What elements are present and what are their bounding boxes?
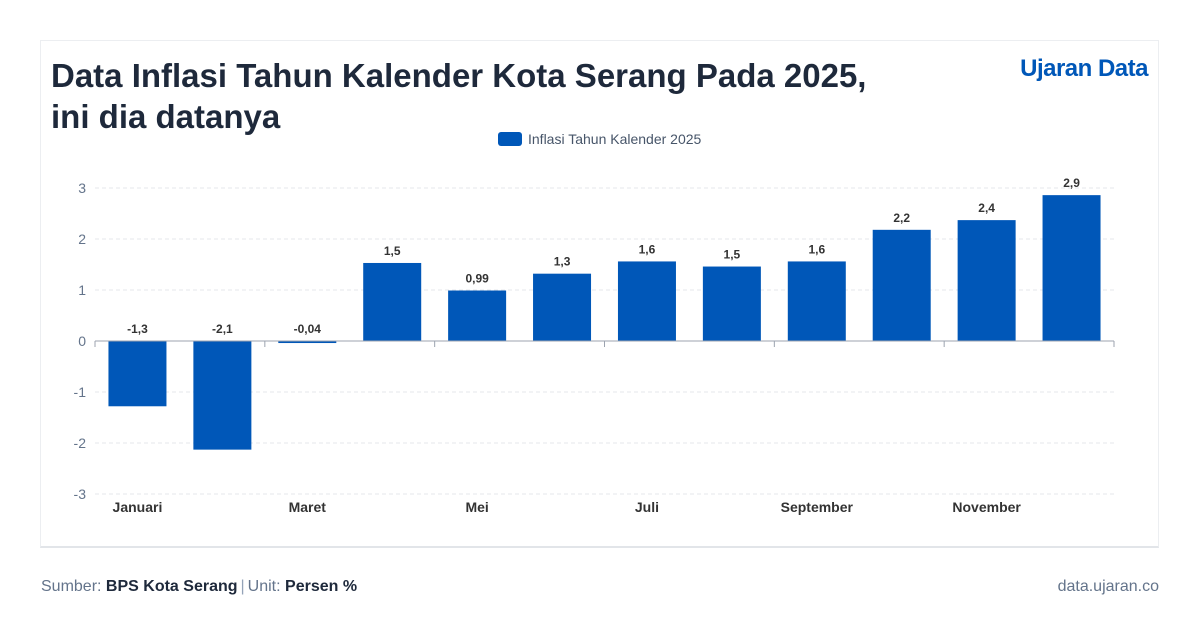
site-link[interactable]: data.ujaran.co (1057, 578, 1159, 595)
data-label: 1,6 (808, 242, 825, 256)
bar (363, 262, 422, 341)
x-tick-label: Mei (465, 499, 488, 515)
x-tick-label: November (952, 499, 1021, 515)
legend[interactable]: Inflasi Tahun Kalender 2025 (498, 131, 701, 147)
data-label: 2,4 (978, 201, 995, 215)
bar (872, 229, 931, 341)
bar (702, 266, 761, 341)
footer-source: Sumber: BPS Kota Serang | Unit: Persen % (41, 578, 357, 596)
x-tick-label: Januari (113, 499, 163, 515)
bar (957, 220, 1016, 341)
bar (617, 261, 676, 341)
source-value: BPS Kota Serang (105, 578, 238, 595)
bar (108, 341, 167, 407)
data-label: 0,99 (465, 272, 489, 286)
y-tick-label: 3 (78, 180, 86, 196)
legend-swatch (498, 132, 522, 146)
y-tick-label: -3 (74, 486, 87, 502)
y-tick-label: -2 (74, 435, 87, 451)
divider: | (240, 578, 245, 595)
bar (1042, 195, 1101, 341)
data-label: 1,5 (384, 244, 401, 258)
x-tick-label: Juli (635, 499, 659, 515)
x-tick-label: September (781, 499, 854, 515)
chart-card (40, 40, 1159, 548)
data-label: -2,1 (212, 322, 233, 336)
y-tick-label: -1 (74, 384, 87, 400)
bar (533, 273, 592, 341)
data-label: 1,6 (639, 242, 656, 256)
bar (278, 341, 337, 344)
data-label: 2,9 (1063, 176, 1080, 190)
y-tick-label: 1 (78, 282, 86, 298)
y-tick-label: 0 (78, 333, 86, 349)
data-label: -1,3 (127, 322, 148, 336)
source-label: Sumber: (41, 578, 102, 595)
bar (448, 290, 507, 341)
data-label: -0,04 (294, 322, 322, 336)
y-tick-label: 2 (78, 231, 86, 247)
bar (787, 261, 846, 341)
legend-label: Inflasi Tahun Kalender 2025 (528, 131, 702, 147)
unit-label: Unit: (247, 578, 281, 595)
unit-value: Persen % (285, 578, 358, 595)
bar (193, 341, 252, 450)
data-label: 1,3 (554, 255, 571, 269)
data-label: 1,5 (724, 248, 741, 262)
x-tick-label: Maret (289, 499, 327, 515)
data-label: 2,2 (893, 211, 910, 225)
brand-logo[interactable]: Ujaran Data (1020, 55, 1148, 82)
page-title: Data Inflasi Tahun Kalender Kota Serang … (51, 57, 867, 135)
